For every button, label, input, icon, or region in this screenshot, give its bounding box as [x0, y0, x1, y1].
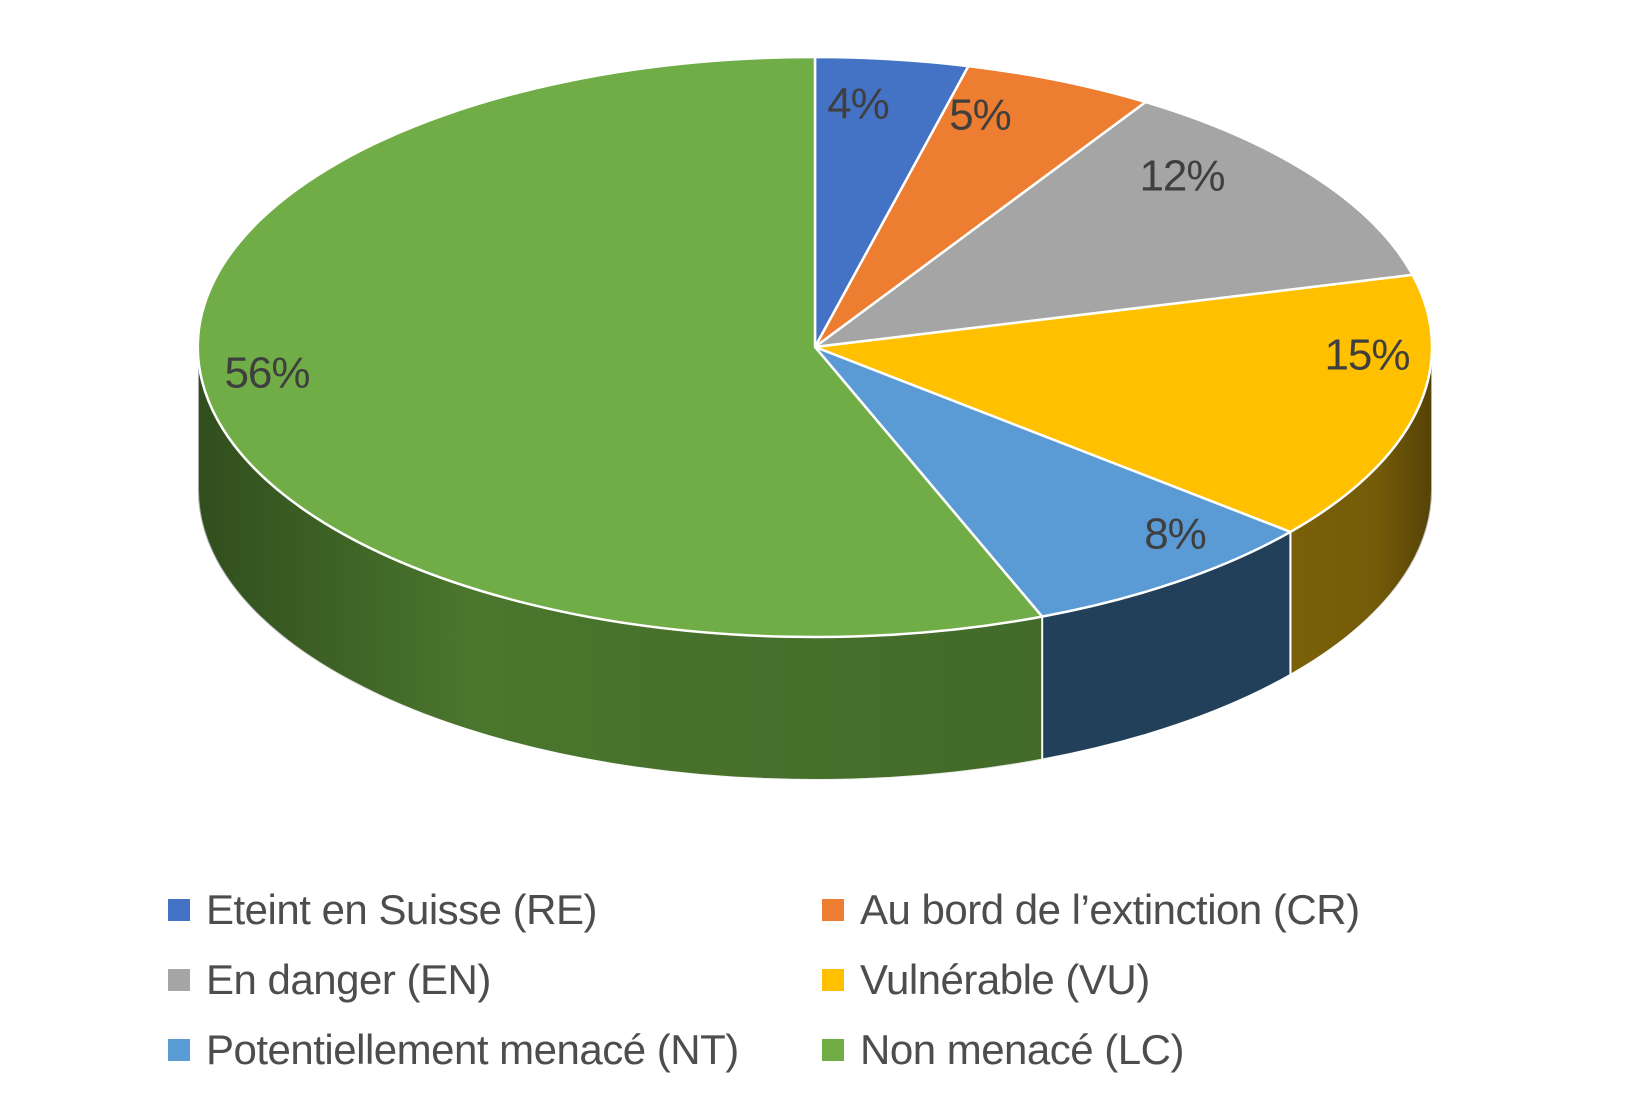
data-label-cr: 5%: [949, 90, 1011, 139]
pie-slice-cr: [813, 64, 1147, 349]
legend-swatch-re: [168, 899, 190, 921]
legend-label-cr: Au bord de l’extinction (CR): [860, 886, 1360, 933]
pie-slice-en: [813, 100, 1414, 349]
legend-item-vu: Vulnérable (VU): [822, 954, 1568, 1006]
pie-slice-vu: [813, 273, 1434, 534]
legend-label-nt: Potentiellement menacé (NT): [206, 1026, 739, 1073]
legend-item-re: Eteint en Suisse (RE): [168, 884, 822, 936]
data-label-en: 12%: [1139, 151, 1224, 200]
legend-swatch-cr: [822, 899, 844, 921]
pie-data-labels: 4% 5% 12% 15% 8% 56%: [224, 79, 1410, 558]
data-label-nt: 8%: [1144, 509, 1206, 558]
data-label-lc: 56%: [224, 348, 309, 397]
pie-3d-rim-shading: [198, 347, 1432, 780]
legend-swatch-lc: [822, 1039, 844, 1061]
pie-side-vu-shade: [1290, 347, 1432, 675]
legend-item-lc: Non menacé (LC): [822, 1024, 1568, 1076]
data-label-vu: 15%: [1324, 330, 1409, 379]
legend-swatch-nt: [168, 1039, 190, 1061]
legend-swatch-en: [168, 969, 190, 991]
pie-slice-lc: [196, 55, 1044, 639]
legend-swatch-vu: [822, 969, 844, 991]
data-label-re: 4%: [827, 79, 889, 128]
legend-label-lc: Non menacé (LC): [860, 1026, 1184, 1073]
pie-top-faces: [196, 55, 1434, 639]
legend-item-en: En danger (EN): [168, 954, 822, 1006]
chart-legend: Eteint en Suisse (RE) Au bord de l’extin…: [168, 884, 1568, 1076]
legend-label-re: Eteint en Suisse (RE): [206, 886, 598, 933]
legend-label-en: En danger (EN): [206, 956, 491, 1003]
pie-side-lc-shade: [198, 347, 1043, 780]
legend-label-vu: Vulnérable (VU): [860, 956, 1150, 1003]
pie-slice-nt: [813, 345, 1292, 618]
legend-item-cr: Au bord de l’extinction (CR): [822, 884, 1568, 936]
legend-item-nt: Potentiellement menacé (NT): [168, 1024, 822, 1076]
